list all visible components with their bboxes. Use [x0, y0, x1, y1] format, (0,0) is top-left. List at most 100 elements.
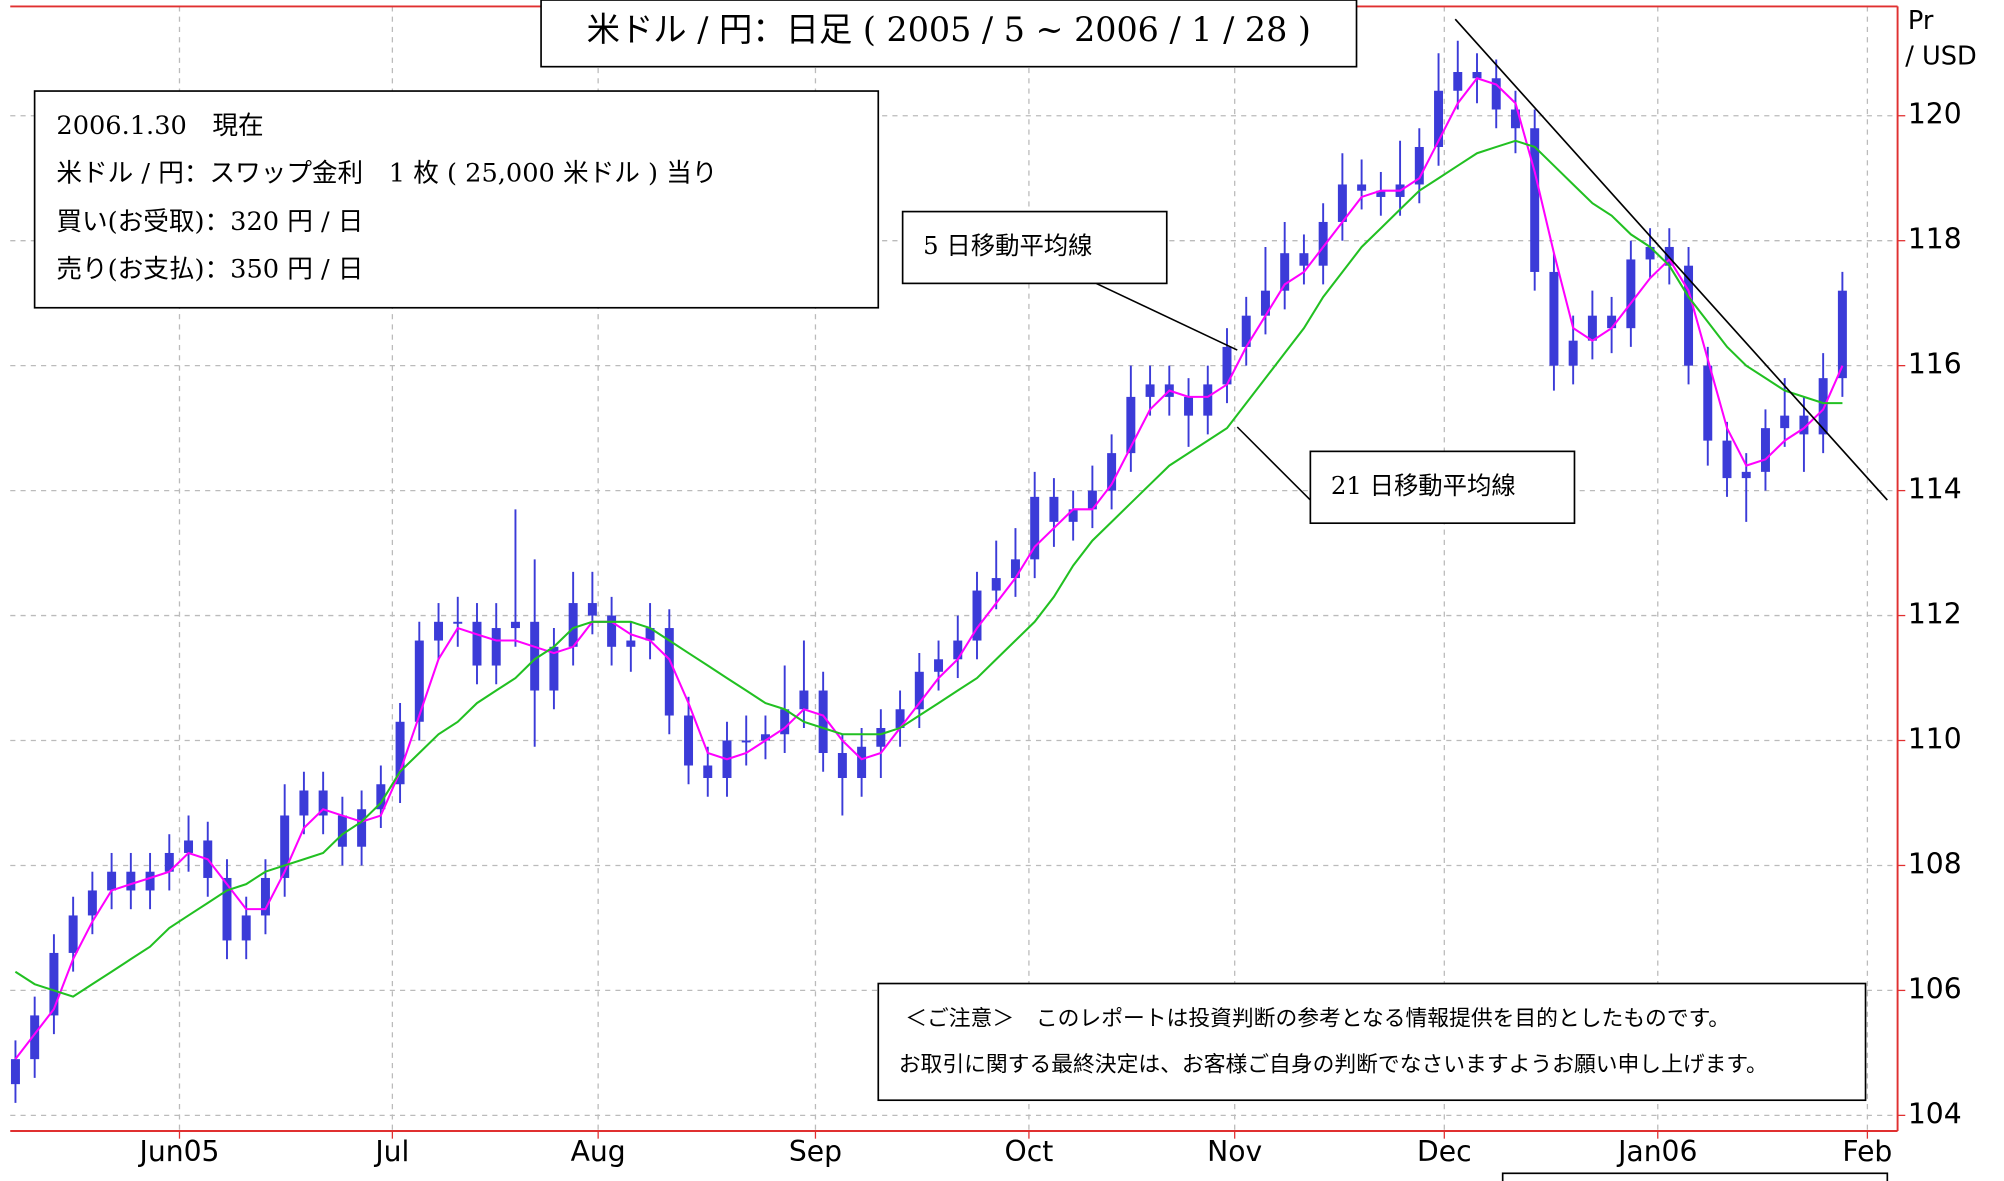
y-tick-label: 104: [1908, 1097, 1962, 1130]
candle-body: [1549, 271, 1559, 366]
candle-body: [1414, 146, 1424, 185]
candle-body: [299, 790, 309, 816]
candle-body: [1010, 559, 1020, 579]
candle-body: [1376, 190, 1386, 197]
y-tick-label: 118: [1908, 223, 1962, 256]
candle-body: [664, 628, 674, 716]
y-tick-label: 112: [1908, 598, 1962, 631]
candle-body: [972, 590, 982, 641]
y-tick-label: 110: [1908, 723, 1962, 756]
candle-body: [1472, 72, 1482, 79]
candle-body: [337, 815, 347, 847]
y-tick-label: 120: [1908, 98, 1962, 131]
candle-body: [357, 809, 367, 847]
candle-body: [1780, 415, 1790, 429]
candle-body: [1722, 440, 1732, 479]
candle-body: [837, 753, 847, 778]
trend-line: [1454, 18, 1888, 501]
candle-body: [1626, 259, 1636, 329]
candle-body: [1087, 490, 1097, 510]
candle-body: [818, 690, 828, 754]
candle-body: [49, 952, 59, 1016]
candle-body: [914, 671, 924, 710]
candle-body: [126, 871, 136, 891]
x-tick-label: Feb: [1842, 1135, 1892, 1168]
callout-pointer: [1095, 282, 1238, 351]
candle-body: [1818, 378, 1828, 435]
chart-title: 米ドル / 円：日足 ( 2005 / 5 ~ 2006 / 1 / 28 ): [587, 10, 1311, 49]
candle-body: [1684, 265, 1694, 366]
candle-body: [1530, 128, 1540, 272]
candle-body: [184, 840, 194, 853]
y-axis-label: / USD: [1905, 42, 1977, 72]
y-tick-label: 108: [1908, 847, 1962, 880]
candle-body: [703, 765, 713, 778]
candle-body: [1145, 384, 1155, 397]
candle-body: [684, 715, 694, 766]
x-tick-label: Jul: [373, 1135, 409, 1168]
candle-body: [68, 915, 78, 953]
candle-body: [568, 603, 578, 647]
candle-body: [1203, 384, 1213, 416]
candle-body: [30, 1015, 40, 1060]
moving-average-line: [14, 139, 1843, 998]
candle-body: [530, 621, 540, 691]
candle-body: [222, 877, 232, 941]
candle-body: [1260, 290, 1270, 316]
candle-body: [1760, 428, 1770, 472]
callout-box: [901, 210, 1168, 285]
candle-body: [587, 603, 597, 616]
info-line: 買い(お受取)：320 円 / 日: [56, 207, 363, 237]
callout-box: [1309, 450, 1576, 525]
candle-body: [780, 709, 790, 735]
candle-body: [145, 871, 155, 891]
candle-body: [934, 659, 944, 672]
candle-body: [1337, 184, 1347, 222]
candle-body: [991, 578, 1001, 591]
callout-label: 21 日移動平均線: [1331, 471, 1516, 500]
candle-body: [87, 890, 97, 916]
moving-average-line: [14, 77, 1844, 1060]
y-tick-label: 106: [1908, 972, 1962, 1005]
candle-body: [1453, 72, 1463, 91]
candle-body: [741, 740, 751, 743]
candle-body: [1837, 290, 1847, 379]
x-tick-label: Nov: [1207, 1135, 1262, 1168]
callout-label: 5 日移動平均線: [923, 231, 1092, 260]
candle-body: [799, 690, 809, 710]
candle-body: [857, 746, 867, 778]
candle-body: [1357, 184, 1367, 191]
candle-body: [953, 640, 963, 660]
candle-body: [1299, 253, 1309, 266]
candle-body: [1510, 109, 1520, 129]
title-box: [540, 0, 1358, 68]
x-tick-label: Dec: [1417, 1135, 1472, 1168]
marks: [10, 40, 1847, 1103]
candle-body: [260, 877, 270, 916]
candle-body: [1568, 340, 1578, 366]
y-tick-label: 114: [1908, 473, 1962, 506]
y-axis-label: Pr: [1908, 6, 1934, 36]
candle-body: [607, 615, 617, 647]
candle-body: [895, 709, 905, 729]
candle-body: [626, 640, 636, 647]
candle-body: [1607, 315, 1617, 329]
candle-body: [376, 784, 386, 810]
candle-body: [241, 915, 251, 941]
candle-body: [1741, 471, 1751, 479]
candle-body: [1799, 415, 1809, 435]
notice-line: お取引に関する最終決定は、お客様ご自身の判断でなさいますようお願い申し上げます。: [899, 1053, 1768, 1078]
candle-body: [1241, 315, 1251, 347]
candle-body: [549, 646, 559, 691]
candle-body: [280, 815, 290, 878]
candle-body: [434, 621, 444, 641]
candle-body: [1107, 453, 1117, 491]
candle-body: [472, 621, 482, 666]
candle-body: [453, 621, 463, 624]
candle-body: [1184, 396, 1194, 416]
x-tick-label: Jun05: [138, 1135, 220, 1168]
candle-body: [760, 734, 770, 741]
info-line: 米ドル / 円：スワップ金利 1 枚 ( 25,000 米ドル ) 当り: [56, 158, 717, 188]
candle-body: [1318, 221, 1328, 266]
